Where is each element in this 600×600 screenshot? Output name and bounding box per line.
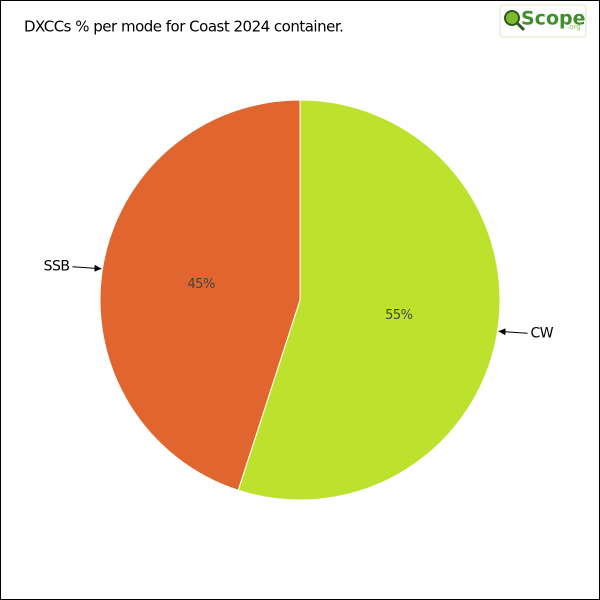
- logo-icon: [504, 10, 520, 26]
- label-arrow: [498, 328, 528, 336]
- value-label: 55%: [385, 308, 413, 323]
- logo-handle: [515, 21, 526, 32]
- category-label: SSB: [44, 259, 70, 275]
- logo: Scope .org: [499, 4, 587, 38]
- label-arrow: [72, 264, 102, 272]
- pie-slice: [99, 99, 301, 491]
- value-label: 45%: [188, 277, 216, 292]
- chart-title: DXCCs % per mode for Coast 2024 containe…: [24, 18, 343, 36]
- category-label: CW: [531, 325, 554, 341]
- logo-text: Scope: [521, 8, 586, 30]
- logo-suffix: .org: [567, 23, 581, 31]
- pie-slice: [237, 99, 501, 501]
